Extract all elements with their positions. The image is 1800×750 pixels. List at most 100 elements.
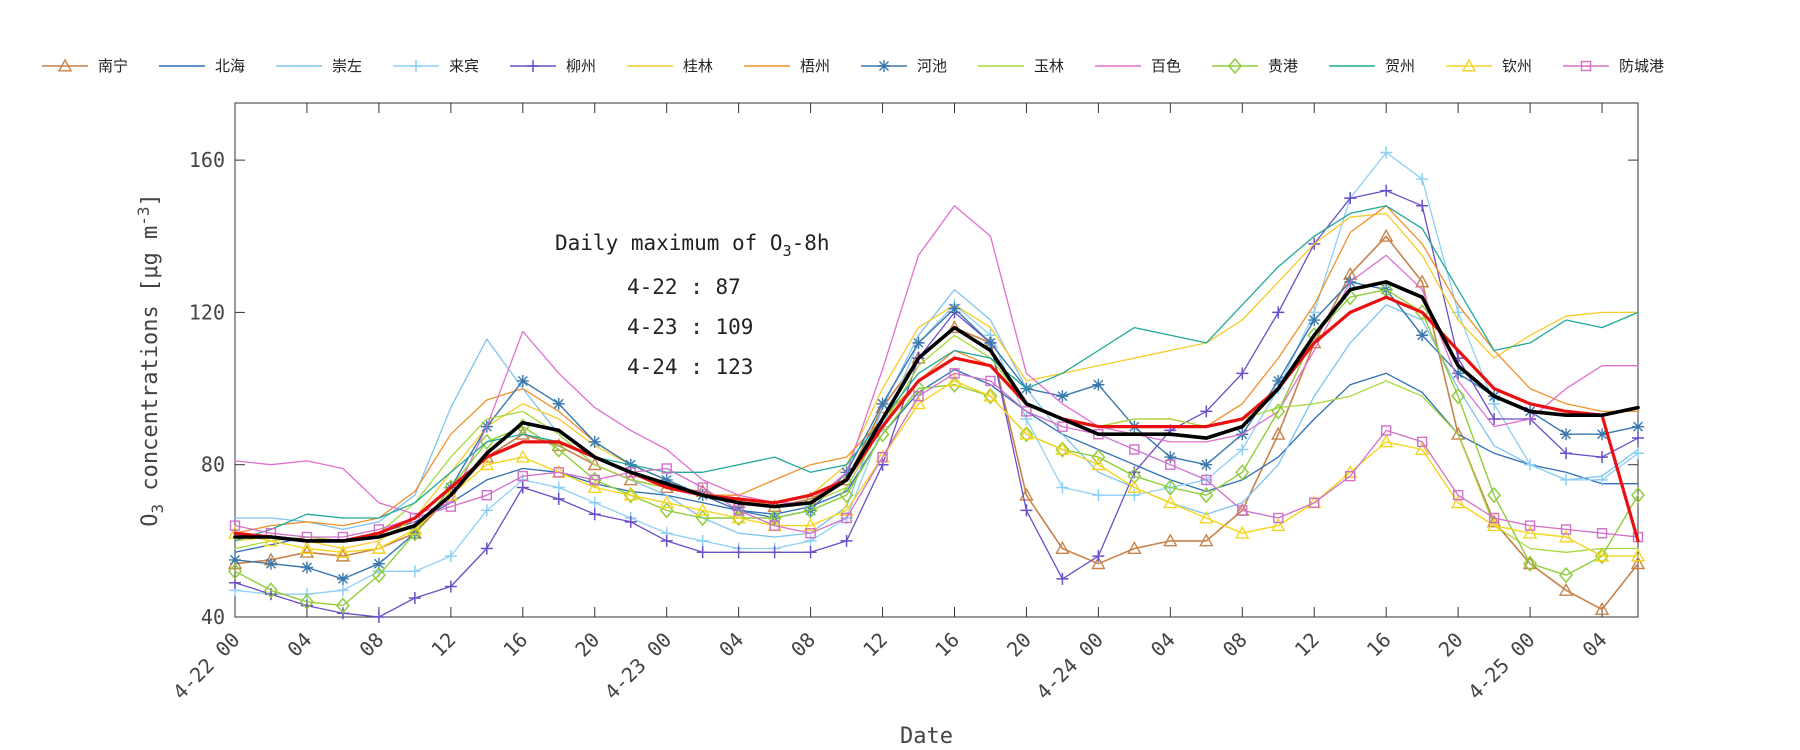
data-point [1461, 58, 1477, 72]
data-point [410, 60, 422, 72]
legend: 南宁 北海 崇左 来宾 柳州 桂林 梧州 河池 玉林 百色 贵港 贺州 钦州 防城港 [42, 57, 1664, 75]
data-point [1092, 550, 1105, 563]
series-line [234, 288, 1639, 607]
x-tick-label: 20 [1434, 628, 1468, 662]
data-point [1560, 524, 1572, 535]
data-point [1560, 428, 1573, 441]
data-point [1524, 458, 1537, 471]
series-line [234, 380, 1639, 557]
legend-label: 来宾 [449, 57, 479, 75]
data-point [840, 534, 853, 547]
data-point [623, 487, 638, 501]
data-point [552, 397, 565, 410]
data-point [1596, 428, 1609, 441]
data-point [768, 546, 781, 559]
data-point [1021, 406, 1032, 417]
legend-item: 桂林 [627, 57, 713, 75]
data-point [1056, 390, 1069, 403]
data-point [949, 368, 960, 379]
data-point [1524, 520, 1536, 531]
data-point [732, 546, 745, 559]
series-防城港 [229, 368, 1644, 543]
data-point [769, 520, 780, 531]
daily-max-annotation: Daily maximum of O3-8h 4-22 : 87 4-23 : 10… [555, 231, 830, 379]
data-point [1631, 487, 1645, 504]
data-point [1200, 405, 1213, 418]
data-point [335, 544, 351, 558]
series-line [234, 151, 1639, 595]
data-point [1594, 601, 1610, 615]
data-point [517, 470, 528, 482]
y-tick-label: 120 [189, 300, 225, 324]
series-line [234, 334, 1639, 553]
data-point [1272, 374, 1285, 387]
data-point [1092, 378, 1105, 391]
data-point [409, 512, 421, 524]
data-point [1450, 426, 1466, 440]
data-point [1271, 518, 1286, 532]
data-point [1450, 495, 1466, 509]
x-tick-label: 08 [354, 628, 388, 662]
data-point [1416, 436, 1428, 448]
y-axis-title: O3 concentrations [μg m-3] [134, 193, 167, 527]
data-point [731, 509, 746, 527]
data-point [696, 534, 709, 547]
data-point [1057, 421, 1068, 432]
data-point [527, 60, 539, 72]
data-point [1345, 470, 1356, 482]
data-point [481, 489, 493, 501]
data-point [408, 591, 421, 604]
data-point [1271, 426, 1286, 440]
data-point [1378, 434, 1394, 448]
data-point [335, 548, 351, 562]
data-point [1522, 556, 1538, 570]
series-aggregate-15 [233, 280, 1640, 543]
y-tick-label: 40 [201, 605, 225, 629]
series-line [234, 205, 1639, 542]
data-point [1632, 432, 1644, 445]
x-tick-label: 4-24 00 [1031, 628, 1108, 705]
legend-label: 北海 [215, 57, 245, 75]
data-point [1127, 467, 1142, 485]
data-point [1199, 533, 1214, 547]
data-point [1559, 566, 1574, 584]
legend-label: 钦州 [1502, 57, 1532, 75]
x-tick-label: 12 [426, 628, 460, 662]
data-point [1165, 459, 1176, 470]
y-tick-label: 160 [189, 148, 225, 172]
data-point [1416, 173, 1429, 186]
legend-label: 梧州 [800, 57, 830, 75]
x-tick-label: 20 [1002, 628, 1036, 662]
data-point [1380, 184, 1393, 197]
legend-item: 柳州 [510, 57, 596, 75]
legend-item: 贺州 [1329, 57, 1415, 75]
data-point [1164, 451, 1177, 464]
annotation-title: Daily maximum of O3-8h [555, 231, 830, 260]
data-point [299, 544, 315, 558]
series-玉林 [234, 334, 1639, 553]
data-point [1488, 413, 1501, 426]
data-point [913, 390, 924, 402]
data-point [551, 441, 566, 458]
series-line [234, 212, 1639, 550]
legend-item: 梧州 [744, 57, 830, 75]
data-point [659, 495, 674, 509]
data-point [1596, 473, 1609, 486]
data-point [443, 487, 459, 501]
data-point [57, 58, 73, 72]
data-point [371, 566, 386, 584]
data-point [588, 435, 601, 448]
legend-item: 玉林 [978, 57, 1064, 75]
series-line [234, 235, 1639, 611]
data-point [1129, 444, 1140, 455]
data-point [228, 563, 242, 580]
y-axis-title-text: O3 concentrations [μg m-3] [134, 193, 167, 527]
data-point [1580, 60, 1592, 72]
data-point [588, 508, 601, 521]
legend-label: 桂林 [683, 57, 713, 75]
series-line [234, 372, 1639, 538]
series-钦州 [227, 373, 1646, 562]
data-point [1235, 525, 1250, 539]
data-point [733, 505, 744, 516]
x-tick-label: 4-23 00 [600, 628, 677, 705]
